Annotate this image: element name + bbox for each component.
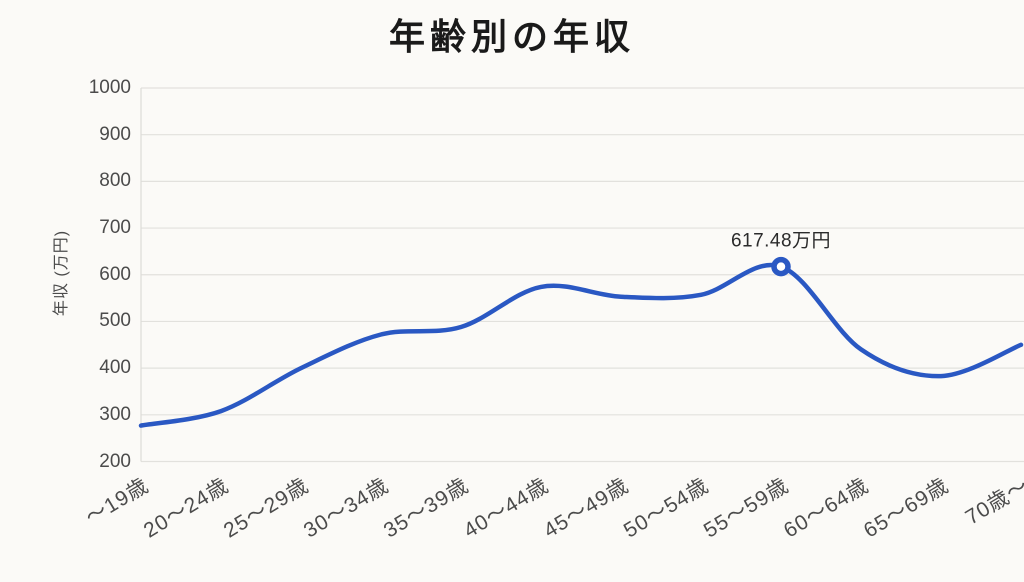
income-by-age-line-chart: 年齢別の年収 年収 (万円) 1000 900 800 700 600 500 400 300… <box>53 16 1024 542</box>
plot-area: 617.48万円 <box>138 87 1024 463</box>
y-tick-label: 600 <box>99 263 131 285</box>
income-line-series <box>138 262 1024 428</box>
y-tick-label: 400 <box>99 357 131 379</box>
y-tick-label: 1000 <box>88 77 131 98</box>
y-tick-label: 500 <box>99 310 131 332</box>
chart-title: 年齢別の年収 <box>388 16 635 57</box>
y-tick-label: 300 <box>99 403 131 425</box>
y-tick-label: 700 <box>99 217 131 239</box>
peak-value-annotation: 617.48万円 <box>731 231 831 252</box>
y-tick-label: 900 <box>99 123 131 145</box>
y-tick-label: 200 <box>99 450 131 472</box>
highlight-point-marker <box>771 256 791 277</box>
y-tick-label: 800 <box>99 170 131 192</box>
